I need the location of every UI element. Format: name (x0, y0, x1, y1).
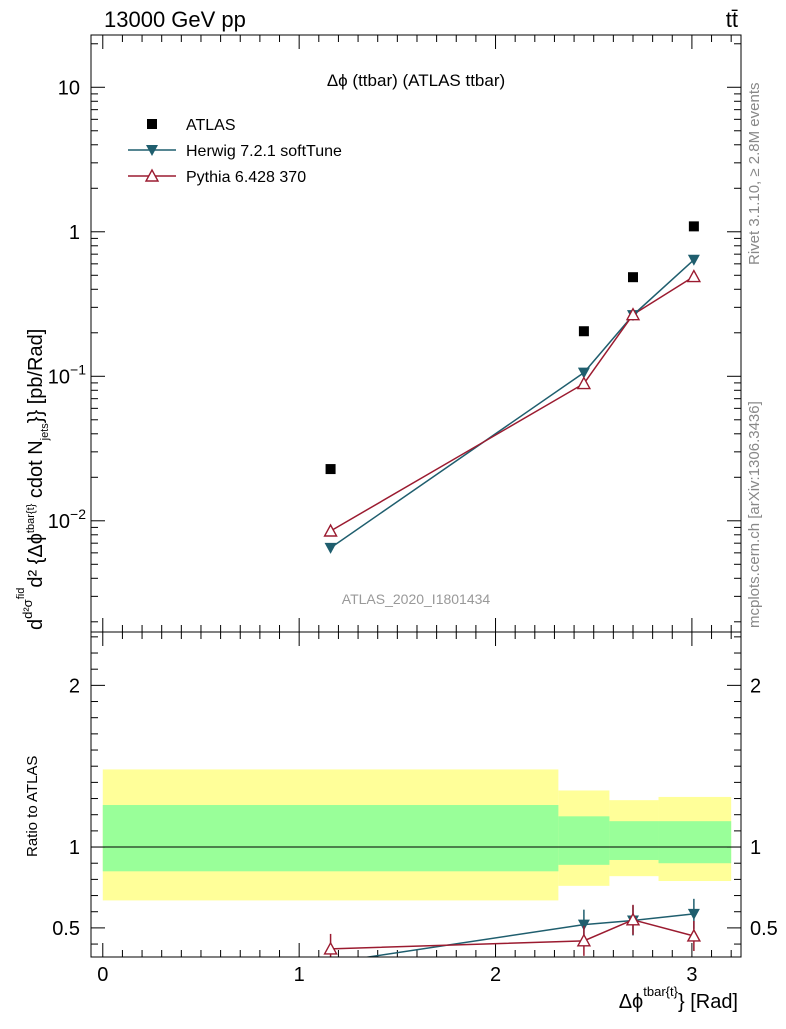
series-line-1 (330, 259, 695, 549)
data-point (627, 272, 638, 283)
data-point (324, 542, 337, 554)
ylabel-part-b-sup: fid (15, 588, 27, 600)
ylabel-part-c: d² {Δϕ (25, 533, 47, 588)
main-plot-panel: Δϕ (ttbar) (ATLAS ttbar) ATLAS_2020_I180… (48, 34, 742, 633)
ratio-frame (90, 631, 742, 958)
legend-label: ATLAS (186, 117, 236, 134)
legend: ATLAS Herwig 7.2.1 softTune Pythia 6.428 3… (128, 117, 342, 186)
ratio-point (687, 908, 700, 920)
legend-marker (147, 119, 157, 129)
ratio-plot-panel: 0.5 0.5 1 1 2 2 0 1 2 3 (52, 631, 778, 986)
main-y-tick-label: 10−1 (48, 361, 86, 388)
ylabel-part-b: d²σ (20, 599, 35, 619)
ratio-y-tick-label-right: 1 (750, 837, 761, 859)
ratio-point (625, 912, 641, 926)
data-point (325, 464, 336, 475)
ratio-point (576, 933, 592, 947)
data-point (577, 367, 590, 379)
ratio-line-0 (363, 913, 694, 957)
series-line-2 (330, 275, 695, 532)
xlabel-part-b: } [Rad] (678, 991, 738, 1013)
ratio-line-1 (330, 919, 695, 950)
data-point (578, 326, 589, 337)
uncertainty-band-green (558, 816, 610, 865)
ratio-y-tick-label-right: 2 (750, 675, 761, 697)
svg-text:Δϕtbar{t}} [Rad]: Δϕtbar{t}} [Rad] (619, 984, 738, 1013)
ratio-point (323, 941, 338, 955)
mcplots-label: mcplots.cern.ch [arXiv:1306.3436] (746, 401, 763, 628)
data-point (687, 254, 700, 266)
legend-marker (144, 168, 160, 182)
analysis-watermark: ATLAS_2020_I1801434 (342, 591, 491, 607)
main-y-tick-label: 10−2 (48, 506, 86, 533)
ratio-point (577, 919, 590, 931)
x-tick-label: 1 (294, 964, 305, 986)
data-point (686, 269, 702, 283)
data-point (323, 523, 338, 537)
data-point (576, 376, 592, 390)
main-y-tick-label: 10 (58, 77, 80, 99)
main-y-axis-label: dd²σfidd² {Δϕtbar{t} cdot Njets}} [pb/Ra… (15, 329, 51, 630)
ratio-y-tick-label: 0.5 (52, 918, 80, 940)
ratio-y-tick-label-right: 0.5 (750, 918, 778, 940)
header-left: 13000 GeV pp (104, 7, 246, 32)
ratio-y-tick-label: 2 (69, 675, 80, 697)
legend-label: Pythia 6.428 370 (186, 169, 306, 186)
x-tick-label: 0 (97, 964, 108, 986)
svg-text:dd²σfidd² {Δϕtbar{t} cdot Njet: dd²σfidd² {Δϕtbar{t} cdot Njets}} [pb/Ra… (15, 329, 51, 630)
x-tick-label: 2 (490, 964, 501, 986)
xlabel-part-sup: tbar{t} (643, 984, 678, 999)
legend-label: Herwig 7.2.1 softTune (186, 143, 342, 160)
ratio-series-group (323, 898, 702, 957)
ylabel-part-e: }} [pb/Rad] (25, 329, 47, 424)
legend-marker (146, 145, 158, 156)
ylabel-part-d-sub: jets (39, 423, 51, 442)
ratio-point (686, 928, 702, 942)
uncertainty-band-green (658, 821, 732, 864)
main-y-tick-label: 1 (69, 222, 80, 244)
data-point (625, 307, 641, 321)
x-axis-label: Δϕtbar{t}} [Rad] (619, 984, 738, 1013)
uncertainty-band-green (102, 805, 559, 872)
ratio-y-tick-label: 1 (69, 837, 80, 859)
x-tick-label: 3 (686, 964, 697, 986)
data-point (688, 221, 699, 232)
plot-title: Δϕ (ttbar) (ATLAS ttbar) (327, 71, 505, 90)
ylabel-part-c-sup: tbar{t} (25, 503, 37, 533)
ratio-y-axis-label: Ratio to ATLAS (24, 756, 41, 857)
ylabel-part-d: cdot N (25, 440, 47, 503)
ylabel-part-a: d (25, 619, 47, 630)
header-right: tt̄ (726, 7, 738, 32)
xlabel-part-a: Δϕ (619, 991, 644, 1013)
rivet-label: Rivet 3.1.10, ≥ 2.8M events (746, 83, 763, 266)
uncertainty-band-green (609, 821, 659, 860)
